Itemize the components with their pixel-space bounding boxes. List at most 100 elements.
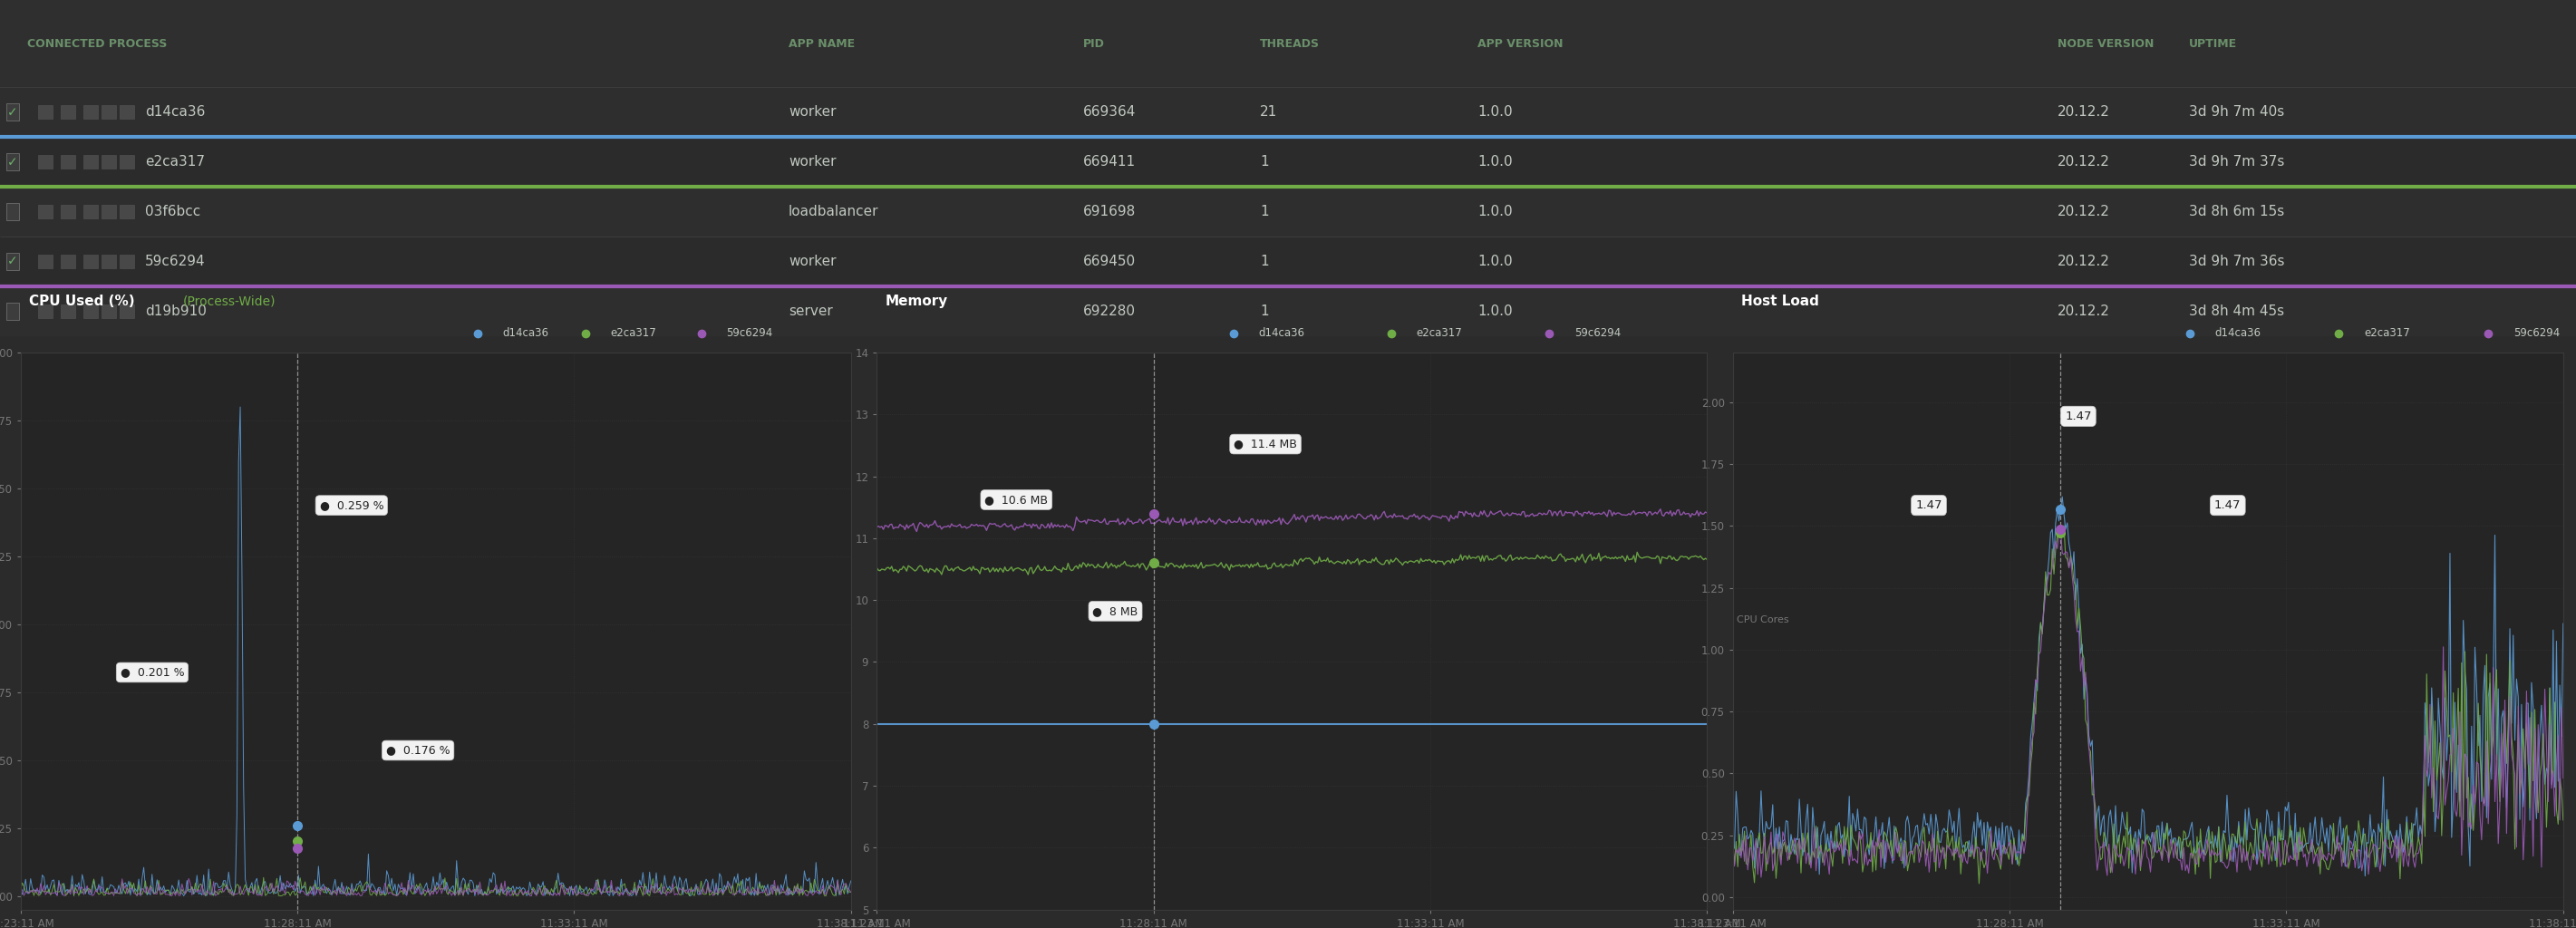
Text: 20.12.2: 20.12.2 <box>2058 254 2110 268</box>
Text: 1.0.0: 1.0.0 <box>1479 106 1512 119</box>
Text: e2ca317: e2ca317 <box>2365 328 2409 339</box>
Text: ●  0.201 %: ● 0.201 % <box>121 666 185 678</box>
Text: 1.0.0: 1.0.0 <box>1479 304 1512 318</box>
Text: 20.12.2: 20.12.2 <box>2058 304 2110 318</box>
Text: Memory: Memory <box>886 294 948 308</box>
Text: 1.0.0: 1.0.0 <box>1479 155 1512 169</box>
Text: 669364: 669364 <box>1082 106 1136 119</box>
Text: 1.47: 1.47 <box>2215 499 2241 511</box>
Text: server: server <box>788 304 832 318</box>
Text: 21: 21 <box>1260 106 1278 119</box>
Text: PID: PID <box>1082 38 1105 49</box>
Bar <box>39 205 52 219</box>
Text: ●  8 MB: ● 8 MB <box>1092 605 1139 617</box>
Text: 1.47: 1.47 <box>2066 410 2092 422</box>
Text: ✓: ✓ <box>8 255 18 267</box>
Text: worker: worker <box>788 155 837 169</box>
Text: 1: 1 <box>1260 155 1267 169</box>
Bar <box>62 105 75 119</box>
Text: CONNECTED PROCESS: CONNECTED PROCESS <box>28 38 167 49</box>
Text: 59c6294: 59c6294 <box>2514 328 2561 339</box>
Text: 20.12.2: 20.12.2 <box>2058 205 2110 218</box>
Text: ●  11.4 MB: ● 11.4 MB <box>1234 438 1298 450</box>
Text: THREADS: THREADS <box>1260 38 1319 49</box>
Bar <box>100 155 116 169</box>
Text: 3d 8h 6m 15s: 3d 8h 6m 15s <box>2190 205 2285 218</box>
Text: ●  0.259 %: ● 0.259 % <box>319 499 384 511</box>
Text: 20.12.2: 20.12.2 <box>2058 155 2110 169</box>
Bar <box>0 87 2576 137</box>
Text: worker: worker <box>788 254 837 268</box>
Text: 1.0.0: 1.0.0 <box>1479 254 1512 268</box>
Text: 691698: 691698 <box>1082 205 1136 218</box>
Bar <box>118 205 134 219</box>
Bar <box>82 254 98 268</box>
Text: ✓: ✓ <box>8 156 18 168</box>
Bar <box>82 105 98 119</box>
Bar <box>5 153 18 171</box>
Text: UPTIME: UPTIME <box>2190 38 2236 49</box>
Text: e2ca317: e2ca317 <box>611 328 657 339</box>
Bar <box>100 254 116 268</box>
Text: d19b910: d19b910 <box>144 304 206 318</box>
Bar <box>5 203 18 220</box>
Bar <box>39 105 52 119</box>
Bar <box>118 254 134 268</box>
Bar <box>100 105 116 119</box>
Text: CPU Cores: CPU Cores <box>1736 615 1790 625</box>
Bar <box>62 155 75 169</box>
Bar <box>0 237 2576 286</box>
Text: 3d 8h 4m 45s: 3d 8h 4m 45s <box>2190 304 2285 318</box>
Text: d14ca36: d14ca36 <box>502 328 549 339</box>
Text: 59c6294: 59c6294 <box>1574 328 1620 339</box>
Text: 1.47: 1.47 <box>1917 499 1942 511</box>
Text: worker: worker <box>788 106 837 119</box>
Text: ✓: ✓ <box>8 106 18 119</box>
Bar <box>100 205 116 219</box>
Text: Host Load: Host Load <box>1741 294 1819 308</box>
Bar <box>118 304 134 318</box>
Text: 59c6294: 59c6294 <box>144 254 206 268</box>
Text: d14ca36: d14ca36 <box>2215 328 2262 339</box>
Bar <box>0 286 2576 336</box>
Text: APP VERSION: APP VERSION <box>1479 38 1564 49</box>
Bar <box>0 187 2576 237</box>
Bar <box>0 137 2576 187</box>
Bar <box>118 105 134 119</box>
Text: e2ca317: e2ca317 <box>1417 328 1463 339</box>
Bar <box>39 254 52 268</box>
Text: d14ca36: d14ca36 <box>1260 328 1306 339</box>
Text: 1.0.0: 1.0.0 <box>1479 205 1512 218</box>
Text: 1: 1 <box>1260 304 1267 318</box>
Text: 3d 9h 7m 40s: 3d 9h 7m 40s <box>2190 106 2285 119</box>
Bar <box>62 254 75 268</box>
Bar <box>0 0 2576 87</box>
Bar <box>118 155 134 169</box>
Text: loadbalancer: loadbalancer <box>788 205 878 218</box>
Text: 1: 1 <box>1260 205 1267 218</box>
Bar <box>82 205 98 219</box>
Text: ●  10.6 MB: ● 10.6 MB <box>984 494 1048 506</box>
Text: ●  0.176 %: ● 0.176 % <box>386 744 451 756</box>
Text: e2ca317: e2ca317 <box>144 155 206 169</box>
Bar <box>5 303 18 320</box>
Text: 3d 9h 7m 36s: 3d 9h 7m 36s <box>2190 254 2285 268</box>
Bar <box>39 304 52 318</box>
Bar <box>5 252 18 270</box>
Text: 692280: 692280 <box>1082 304 1136 318</box>
Text: 03f6bcc: 03f6bcc <box>144 205 201 218</box>
Text: 669450: 669450 <box>1082 254 1136 268</box>
Bar <box>62 304 75 318</box>
Text: 3d 9h 7m 37s: 3d 9h 7m 37s <box>2190 155 2285 169</box>
Text: 1: 1 <box>1260 254 1267 268</box>
Bar <box>39 155 52 169</box>
Text: 669411: 669411 <box>1082 155 1136 169</box>
Text: CPU Used (%): CPU Used (%) <box>28 294 134 308</box>
Text: 59c6294: 59c6294 <box>726 328 773 339</box>
Bar <box>5 104 18 121</box>
Bar <box>100 304 116 318</box>
Bar <box>62 205 75 219</box>
Text: d14ca36: d14ca36 <box>144 106 206 119</box>
Text: NODE VERSION: NODE VERSION <box>2058 38 2154 49</box>
Text: (Process-Wide): (Process-Wide) <box>183 295 276 308</box>
